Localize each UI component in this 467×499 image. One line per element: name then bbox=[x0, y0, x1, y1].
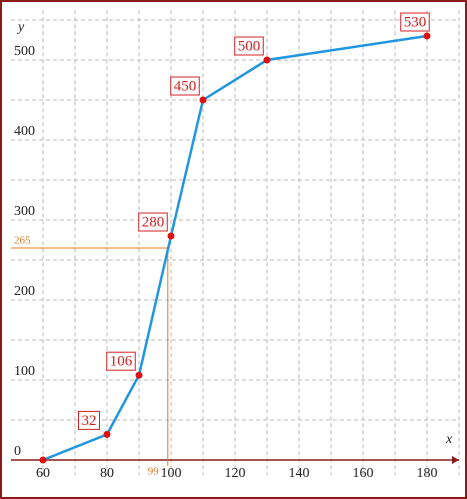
value-label-box bbox=[170, 76, 200, 96]
annotation-x-label: 99 bbox=[148, 466, 160, 478]
y-tick-label: 400 bbox=[14, 124, 35, 139]
y-tick-label: 500 bbox=[14, 44, 35, 59]
point bbox=[199, 96, 207, 104]
value-label-box bbox=[106, 351, 136, 371]
x-axis-label: x bbox=[445, 432, 453, 447]
point bbox=[423, 32, 431, 40]
value-label: 106 bbox=[110, 354, 133, 370]
annotation-y-label: 265 bbox=[14, 235, 31, 247]
point bbox=[39, 456, 47, 464]
y-tick-label: 100 bbox=[14, 364, 35, 379]
x-tick-label: 80 bbox=[100, 466, 114, 481]
x-tick-label: 140 bbox=[289, 466, 310, 481]
point bbox=[263, 56, 271, 64]
value-label: 530 bbox=[404, 14, 427, 30]
x-tick-label: 180 bbox=[417, 466, 438, 481]
x-tick-label: 60 bbox=[36, 466, 50, 481]
value-label: 32 bbox=[82, 413, 97, 429]
value-label: 500 bbox=[238, 38, 261, 54]
point bbox=[167, 232, 175, 240]
value-label-box bbox=[234, 36, 264, 56]
value-label-box bbox=[400, 12, 430, 32]
value-label-box bbox=[138, 212, 168, 232]
value-label: 280 bbox=[142, 214, 165, 230]
x-tick-label: 100 bbox=[161, 466, 182, 481]
point bbox=[103, 430, 111, 438]
y-tick-label: 300 bbox=[14, 204, 35, 219]
x-axis-arrow bbox=[452, 456, 459, 464]
y-tick-label: 200 bbox=[14, 284, 35, 299]
value-label: 450 bbox=[174, 78, 197, 94]
y-axis-label: y bbox=[16, 20, 25, 35]
x-tick-label: 160 bbox=[353, 466, 374, 481]
y-tick-label: 0 bbox=[14, 444, 21, 459]
x-tick-label: 120 bbox=[225, 466, 246, 481]
point bbox=[135, 371, 143, 379]
value-label-box bbox=[78, 410, 100, 430]
